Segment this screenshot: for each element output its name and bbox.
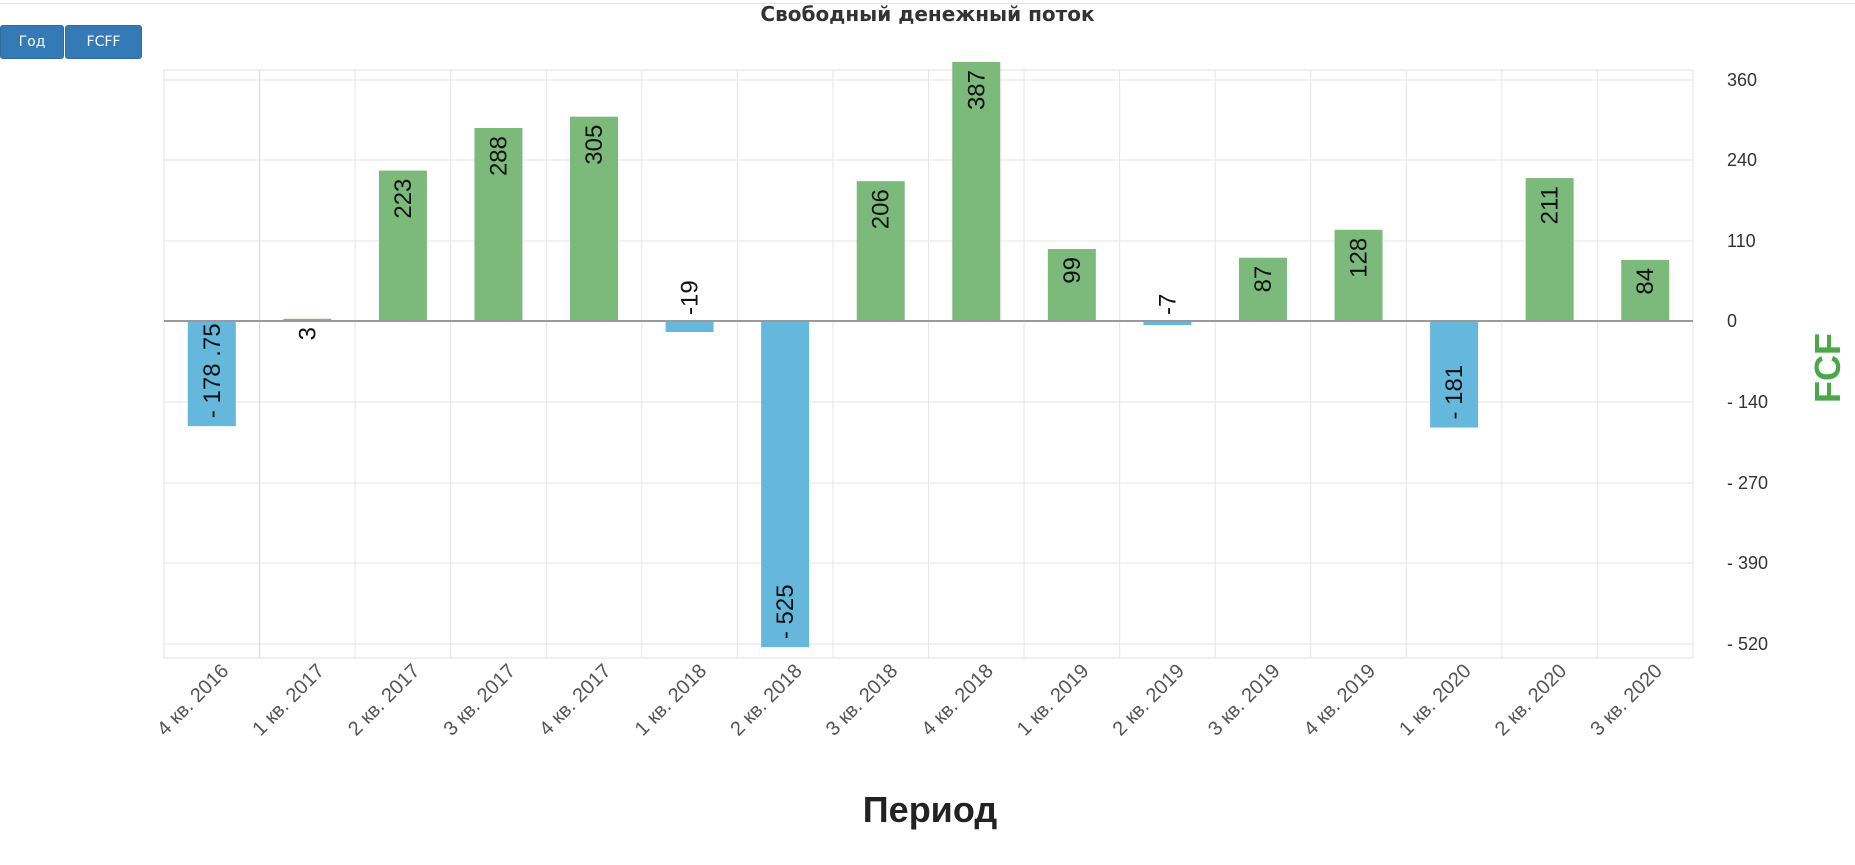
bar (1047, 249, 1096, 321)
bar (856, 181, 905, 321)
data-label: 206 (868, 189, 895, 229)
x-tick-label: 2 кв. 2017 (344, 660, 424, 740)
data-label: 305 (581, 125, 608, 165)
data-label: 84 (1632, 268, 1659, 295)
x-tick-label: 2 кв. 2019 (1109, 660, 1189, 740)
y-tick-label: - 390 (1727, 553, 1768, 573)
bar (378, 170, 427, 321)
year-button[interactable]: Год (0, 25, 64, 59)
data-label: 387 (963, 70, 990, 110)
data-label: 288 (485, 136, 512, 176)
x-tick-label: 2 кв. 2018 (726, 660, 806, 740)
y-axis-title: FCF (1807, 333, 1848, 403)
data-label: 211 (1537, 186, 1564, 224)
bar (1525, 178, 1574, 321)
bar (1143, 321, 1192, 326)
x-tick-label: 4 кв. 2018 (917, 660, 997, 740)
x-tick-label: 4 кв. 2017 (535, 660, 615, 740)
y-tick-label: 110 (1727, 231, 1756, 251)
y-tick-label: - 140 (1727, 392, 1768, 412)
top-border (0, 3, 1855, 4)
y-tick-label: 240 (1727, 150, 1757, 170)
bar (570, 116, 619, 322)
x-tick-label: 3 кв. 2017 (440, 660, 520, 740)
bar (1430, 321, 1479, 428)
y-tick-label: 0 (1727, 311, 1737, 331)
data-label: - 178 .75 (199, 323, 226, 418)
bar (665, 321, 714, 332)
x-tick-label: 3 кв. 2019 (1204, 660, 1284, 740)
x-axis-title: Период (863, 789, 998, 830)
chart-title: Свободный денежный поток (760, 2, 1095, 26)
data-label: 3 (294, 327, 321, 340)
x-tick-label: 2 кв. 2020 (1491, 660, 1571, 740)
x-tick-label: 3 кв. 2020 (1586, 660, 1666, 740)
x-tick-label: 4 кв. 2016 (153, 660, 233, 740)
data-label: - 181 (1441, 365, 1468, 420)
bar (1238, 257, 1287, 321)
fcff-button[interactable]: FCFF (65, 25, 142, 59)
x-tick-label: 1 кв. 2019 (1013, 660, 1093, 740)
x-tick-label: 4 кв. 2019 (1300, 660, 1380, 740)
bar (283, 318, 332, 321)
bar (761, 321, 810, 648)
data-label: -19 (677, 280, 704, 315)
data-label: -7 (1154, 294, 1181, 315)
x-tick-label: 1 кв. 2017 (249, 660, 329, 740)
x-tick-label: 1 кв. 2020 (1395, 660, 1475, 740)
bar (1621, 259, 1670, 321)
x-tick-label: 3 кв. 2018 (822, 660, 902, 740)
x-tick-label: 1 кв. 2018 (631, 660, 711, 740)
data-label: - 525 (772, 584, 799, 639)
y-tick-label: 360 (1727, 70, 1757, 90)
y-tick-label: - 270 (1727, 473, 1768, 493)
data-label: 128 (1346, 238, 1373, 278)
bar (952, 62, 1001, 321)
bar (187, 321, 236, 427)
bar (474, 128, 523, 321)
data-label: 223 (390, 179, 417, 219)
y-tick-label: - 520 (1727, 634, 1768, 654)
bar (1334, 229, 1383, 321)
data-label: 99 (1059, 257, 1086, 284)
data-label: 87 (1250, 266, 1277, 293)
